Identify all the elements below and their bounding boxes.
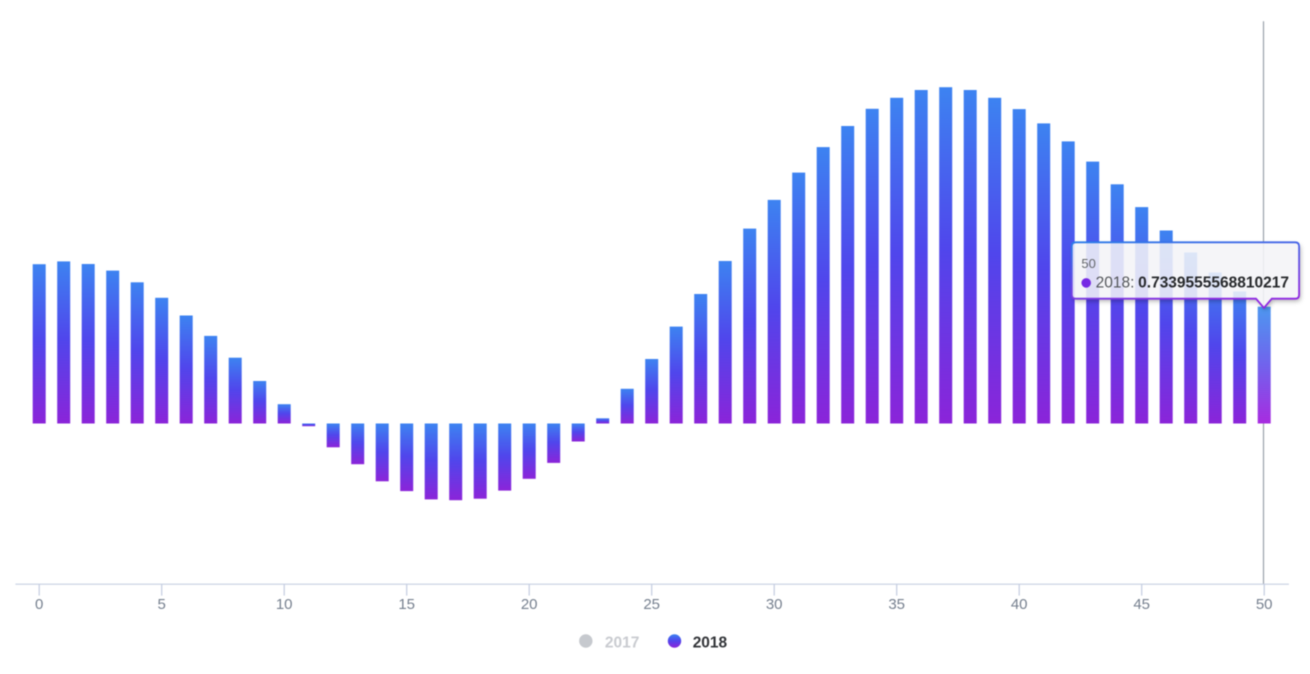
svg-text:15: 15 xyxy=(398,596,415,613)
svg-text:45: 45 xyxy=(1133,596,1150,613)
svg-text:5: 5 xyxy=(158,596,166,613)
svg-text:50: 50 xyxy=(1081,256,1095,271)
svg-text:2018: 2018 xyxy=(693,635,728,652)
svg-text:35: 35 xyxy=(888,596,905,613)
svg-text:50: 50 xyxy=(1256,596,1273,613)
svg-text:0.7339555568810217: 0.7339555568810217 xyxy=(1138,275,1289,292)
svg-text:25: 25 xyxy=(643,596,660,613)
svg-text:0: 0 xyxy=(35,596,43,613)
svg-text:40: 40 xyxy=(1011,596,1028,613)
svg-text:20: 20 xyxy=(521,596,538,613)
svg-text:2018:: 2018: xyxy=(1096,275,1135,292)
svg-text:30: 30 xyxy=(766,596,783,613)
svg-text:2017: 2017 xyxy=(605,635,639,652)
svg-text:10: 10 xyxy=(276,596,293,613)
